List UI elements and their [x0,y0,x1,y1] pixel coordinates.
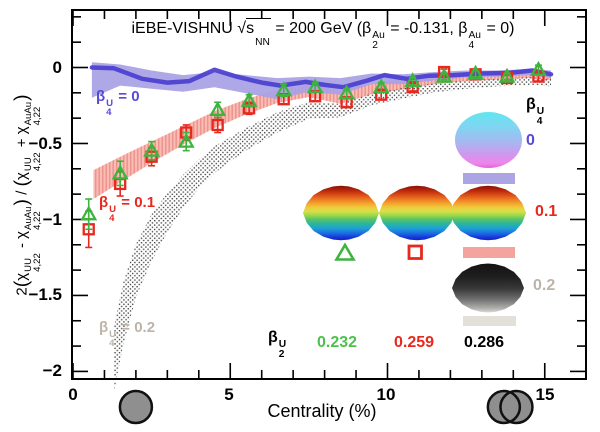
triangle-marker [240,91,258,107]
gray-band-swatch [463,316,516,326]
triangle-marker [467,64,485,80]
legend-value-beta2-black: 0.286 [464,334,505,351]
rainbow-ellipsoid-beta4-0.1-icon [450,185,526,241]
x-tick-15: 15 [535,385,555,404]
blue-band-swatch [463,173,515,184]
rainbow-ellipsoid-square-icon [379,185,455,241]
legend-value-beta2-red: 0.259 [394,334,435,351]
y-tick-0: 0 [52,58,62,77]
y-tick--0.5: −0.5 [28,134,62,153]
black-ellipsoid-beta4-0.2-icon [452,263,524,313]
legend-value-beta2-green: 0.232 [317,334,358,351]
plot-title: iEBE-VISHNU √s NN = 200 GeV (β Au 2 = -0.13… [131,18,515,51]
nuclei-illustrations [118,389,534,425]
triangle-marker [80,205,98,221]
triangle-marker [306,78,324,94]
triangle-marker [498,67,516,83]
y-tick--1: −1 [42,210,62,229]
triangle-marker [143,141,161,157]
legend-triangle-marker [334,242,356,261]
series-triangle [80,60,547,231]
rainbow-ellipsoid-triangle-icon [303,185,379,241]
peripheral-nucleus-circle [118,389,154,425]
pink-band-swatch [463,247,515,258]
legend-value-beta4-0: 0 [526,132,535,149]
legend-value-beta4-0.1: 0.1 [535,203,558,220]
x-tick-5: 5 [224,385,234,404]
x-axis-label: Centrality (%) [267,401,377,421]
y-tick--1.5: −1.5 [28,285,62,304]
triangle-marker [338,84,356,100]
blue-band [91,62,552,100]
x-tick-10: 10 [376,385,396,404]
triangle-marker [404,72,422,88]
triangle-marker [435,67,453,83]
triangle-marker [209,100,227,116]
triangle-marker [529,60,547,76]
triangle-marker [111,164,129,180]
gray-band [113,77,552,393]
legend-square-marker [407,244,423,260]
pink-band-hatch [93,70,552,199]
y-tick--2: −2 [42,361,62,380]
x-tick-0: 0 [68,385,78,404]
triangle-marker [372,78,390,94]
central-nucleus-right [500,391,533,423]
triangle-marker [275,81,293,97]
oblate-ellipsoid-beta4-0-icon [455,112,522,168]
square-marker [211,118,224,132]
legend-value-beta4-0.2: 0.2 [533,277,556,294]
triangle-marker [177,132,195,148]
axis-ticks [72,10,586,379]
